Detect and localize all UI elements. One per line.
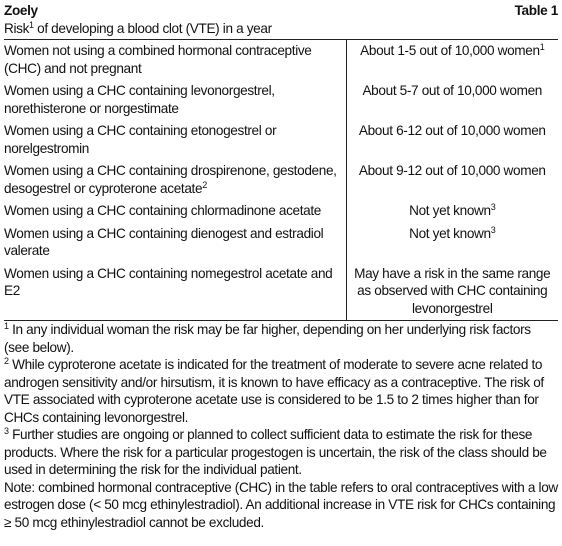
table-row: Women using a CHC containing chlormadino… <box>4 200 558 223</box>
table-row: Women using a CHC containing drospirenon… <box>4 160 558 200</box>
superscript: 2 <box>4 356 9 366</box>
group-cell: Women not using a combined hormonal cont… <box>4 40 346 80</box>
cell-text: Women using a CHC containing chlormadino… <box>4 203 321 218</box>
header: Zoely Table 1 <box>4 2 558 20</box>
footnotes: 1 In any individual woman the risk may b… <box>4 321 558 479</box>
cell-text: About 9-12 out of 10,000 women <box>358 163 546 178</box>
table-label: Table 1 <box>514 3 559 18</box>
footnote-text: While cyproterone acetate is indicated f… <box>4 357 544 425</box>
cell-text: Women using a CHC containing nomegestrol… <box>4 265 333 299</box>
cell-text: Not yet known <box>409 203 491 218</box>
superscript: 1 <box>29 19 34 30</box>
superscript: 3 <box>4 426 9 436</box>
cell-text: Women using a CHC containing drospirenon… <box>4 163 337 196</box>
footnote: 2 While cyproterone acetate is indicated… <box>4 356 558 426</box>
cell-text: About 1-5 out of 10,000 women <box>360 43 540 58</box>
risk-cell: Not yet known3 <box>345 222 558 263</box>
document: Zoely Table 1 Risk1 of developing a bloo… <box>4 2 558 530</box>
footnote-text: Further studies are ongoing or planned t… <box>4 427 547 477</box>
subtitle-text: Risk <box>4 20 30 36</box>
superscript: 1 <box>539 42 545 52</box>
cell-text: Women using a CHC containing levonorgest… <box>4 83 275 116</box>
superscript: 3 <box>490 224 496 235</box>
group-cell: Women using a CHC containing nomegestrol… <box>4 263 346 321</box>
superscript: 2 <box>202 179 207 190</box>
table-row: Women using a CHC containing etonogestre… <box>4 120 558 160</box>
risk-cell: About 1-5 out of 10,000 women1 <box>345 40 558 80</box>
group-cell: Women using a CHC containing drospirenon… <box>4 160 346 200</box>
risk-table: Women not using a combined hormonal cont… <box>4 40 558 321</box>
group-cell: Women using a CHC containing levonorgest… <box>4 80 346 120</box>
group-cell: Women using a CHC containing chlormadino… <box>4 200 346 223</box>
table-row: Women using a CHC containing dienogest a… <box>4 222 558 263</box>
footnote: 3 Further studies are ongoing or planned… <box>4 426 558 479</box>
risk-cell: About 9-12 out of 10,000 women <box>345 160 558 200</box>
table-row: Women using a CHC containing nomegestrol… <box>4 262 558 321</box>
footnote: 1 In any individual woman the risk may b… <box>4 321 558 356</box>
group-cell: Women using a CHC containing etonogestre… <box>4 120 346 160</box>
cell-text: Women using a CHC containing etonogestre… <box>4 123 277 156</box>
group-cell: Women using a CHC containing dienogest a… <box>4 223 346 263</box>
cell-text: May have a risk in the same range as obs… <box>354 265 551 316</box>
cell-text: About 5-7 out of 10,000 women <box>362 83 543 98</box>
cell-text: Not yet known <box>409 225 491 241</box>
risk-cell: About 6-12 out of 10,000 women <box>345 120 558 160</box>
table-row: Women using a CHC containing levonorgest… <box>4 80 558 120</box>
risk-cell: Not yet known3 <box>345 200 558 223</box>
superscript: 1 <box>4 321 9 331</box>
cell-text: Women using a CHC containing dienogest a… <box>4 225 324 259</box>
note: Note: combined hormonal contraceptive (C… <box>4 479 558 530</box>
footnote-text: In any individual woman the risk may be … <box>4 322 531 355</box>
subtitle-text: of developing a blood clot (VTE) in a ye… <box>33 20 272 36</box>
subtitle: Risk1 of developing a blood clot (VTE) i… <box>4 19 558 40</box>
risk-cell: About 5-7 out of 10,000 women <box>345 80 558 120</box>
cell-text: About 6-12 out of 10,000 women <box>358 123 546 138</box>
superscript: 3 <box>490 202 496 212</box>
table-row: Women not using a combined hormonal cont… <box>4 40 558 80</box>
risk-cell: May have a risk in the same range as obs… <box>345 262 558 321</box>
cell-text: Women not using a combined hormonal cont… <box>4 43 312 76</box>
title: Zoely <box>4 3 38 18</box>
